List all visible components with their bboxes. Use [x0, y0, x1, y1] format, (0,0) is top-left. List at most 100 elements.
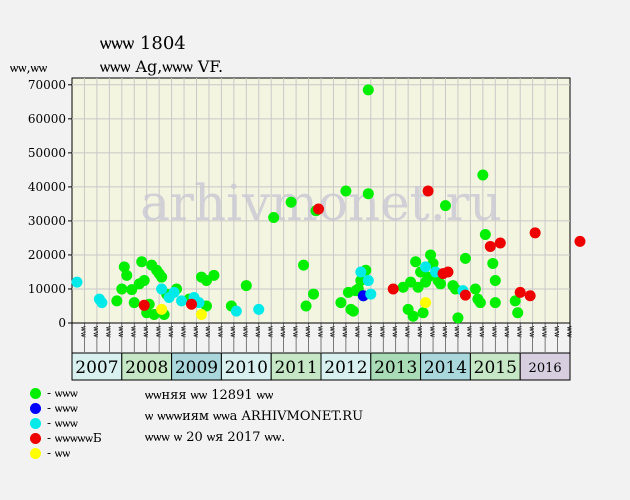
year-label: 2012: [324, 358, 367, 378]
data-point: [340, 185, 352, 197]
x-tick-label: ѡѡ: [203, 326, 213, 338]
data-point: [168, 286, 180, 298]
data-point: [148, 308, 160, 320]
x-tick-label: ѡѡ: [526, 326, 536, 338]
year-band: [370, 352, 422, 381]
data-point: [96, 297, 108, 309]
year-band: [121, 352, 173, 381]
data-point: [350, 285, 362, 297]
plot-area: [71, 77, 571, 324]
x-tick-label: ѡѡ: [514, 326, 524, 338]
data-point: [484, 240, 496, 252]
year-band: [71, 352, 123, 381]
watermark: arhivmonet.ru: [140, 174, 502, 232]
data-point: [422, 271, 434, 283]
data-point: [420, 297, 432, 309]
data-point: [352, 283, 364, 295]
x-tick-label: ѡѡ: [178, 326, 188, 338]
data-point: [452, 312, 464, 324]
legend-swatch: [30, 402, 41, 414]
data-point: [447, 280, 459, 292]
x-tick-label: ѡѡ: [539, 326, 549, 338]
data-point: [402, 303, 414, 315]
x-tick-label: ѡѡ: [502, 326, 512, 338]
data-point: [146, 259, 158, 271]
y-tick-label: 0: [58, 316, 66, 330]
x-tick-label: ѡѡ: [91, 326, 101, 338]
year-band: [171, 352, 222, 381]
data-point: [489, 274, 501, 286]
data-point: [151, 264, 163, 276]
footer-date: ѡѡѡ ѡ 20 ѡя 2017 ѡѡ.: [145, 430, 286, 445]
data-point: [153, 268, 165, 280]
x-tick-label: ѡѡ: [352, 326, 362, 338]
x-tick-label: ѡѡ: [78, 326, 88, 338]
data-point: [405, 276, 417, 288]
y-tick-label: 60000: [28, 112, 66, 126]
data-point: [186, 298, 198, 310]
legend-label: - ѡѡѡѡѡБ: [47, 430, 102, 445]
data-point: [487, 257, 499, 269]
year-band: [519, 352, 571, 381]
x-tick-label: ѡѡ: [489, 326, 499, 338]
year-label: 2008: [125, 358, 168, 378]
x-tick-label: ѡѡ: [228, 326, 238, 338]
data-point: [163, 291, 175, 303]
data-point: [300, 300, 312, 312]
data-point: [357, 290, 369, 302]
data-point: [138, 299, 150, 311]
year-band: [320, 352, 372, 381]
data-point: [171, 283, 183, 295]
x-tick-label: ѡѡ: [165, 326, 175, 338]
data-point: [345, 303, 357, 315]
data-point: [355, 266, 367, 278]
year-band: [270, 352, 322, 381]
data-point: [412, 281, 424, 293]
data-point: [479, 229, 491, 241]
data-point: [397, 281, 409, 293]
footer-total: ѡѡняя ѡѡ 12891 ѡѡ: [145, 388, 274, 403]
y-tick-label: 70000: [28, 78, 66, 92]
data-point: [121, 269, 133, 281]
data-point: [143, 298, 155, 310]
x-tick-label: ѡѡ: [315, 326, 325, 338]
data-point: [574, 235, 586, 247]
legend-label: - ѡѡѡ: [47, 385, 78, 400]
data-point: [417, 307, 429, 319]
data-point: [477, 169, 489, 181]
data-point: [425, 249, 437, 261]
data-point: [93, 293, 105, 305]
data-point: [472, 293, 484, 305]
data-point: [514, 286, 526, 298]
data-point: [420, 261, 432, 273]
year-label: 2011: [274, 358, 317, 378]
data-point: [474, 297, 486, 309]
legend-item: - ѡѡѡѡѡБ: [30, 431, 102, 445]
data-point: [420, 276, 432, 288]
data-point: [156, 271, 168, 283]
legend-label: - ѡѡѡ: [47, 415, 78, 430]
data-point: [195, 271, 207, 283]
data-point: [360, 264, 372, 276]
x-tick-label: ѡѡ: [464, 326, 474, 338]
data-point: [489, 297, 501, 309]
year-band: [220, 352, 272, 381]
data-point: [141, 307, 153, 319]
x-tick-label: ѡѡ: [402, 326, 412, 338]
x-tick-label: ѡѡ: [190, 326, 200, 338]
x-tick-label: ѡѡ: [551, 326, 561, 338]
data-point: [188, 291, 200, 303]
y-tick-label: 20000: [28, 248, 66, 262]
legend-item: - ѡѡѡ: [30, 401, 78, 415]
x-tick-label: ѡѡ: [116, 326, 126, 338]
data-point: [524, 290, 536, 302]
chart-subtitle: ѡѡѡ Ag,ѡѡѡ VF.: [100, 57, 224, 76]
legend-item: - ѡѡ: [30, 446, 70, 460]
year-label: 2009: [175, 358, 218, 378]
data-point: [442, 266, 454, 278]
data-point: [347, 305, 359, 317]
data-point: [156, 303, 168, 315]
data-point: [308, 288, 320, 300]
year-label: 2016: [529, 361, 562, 376]
